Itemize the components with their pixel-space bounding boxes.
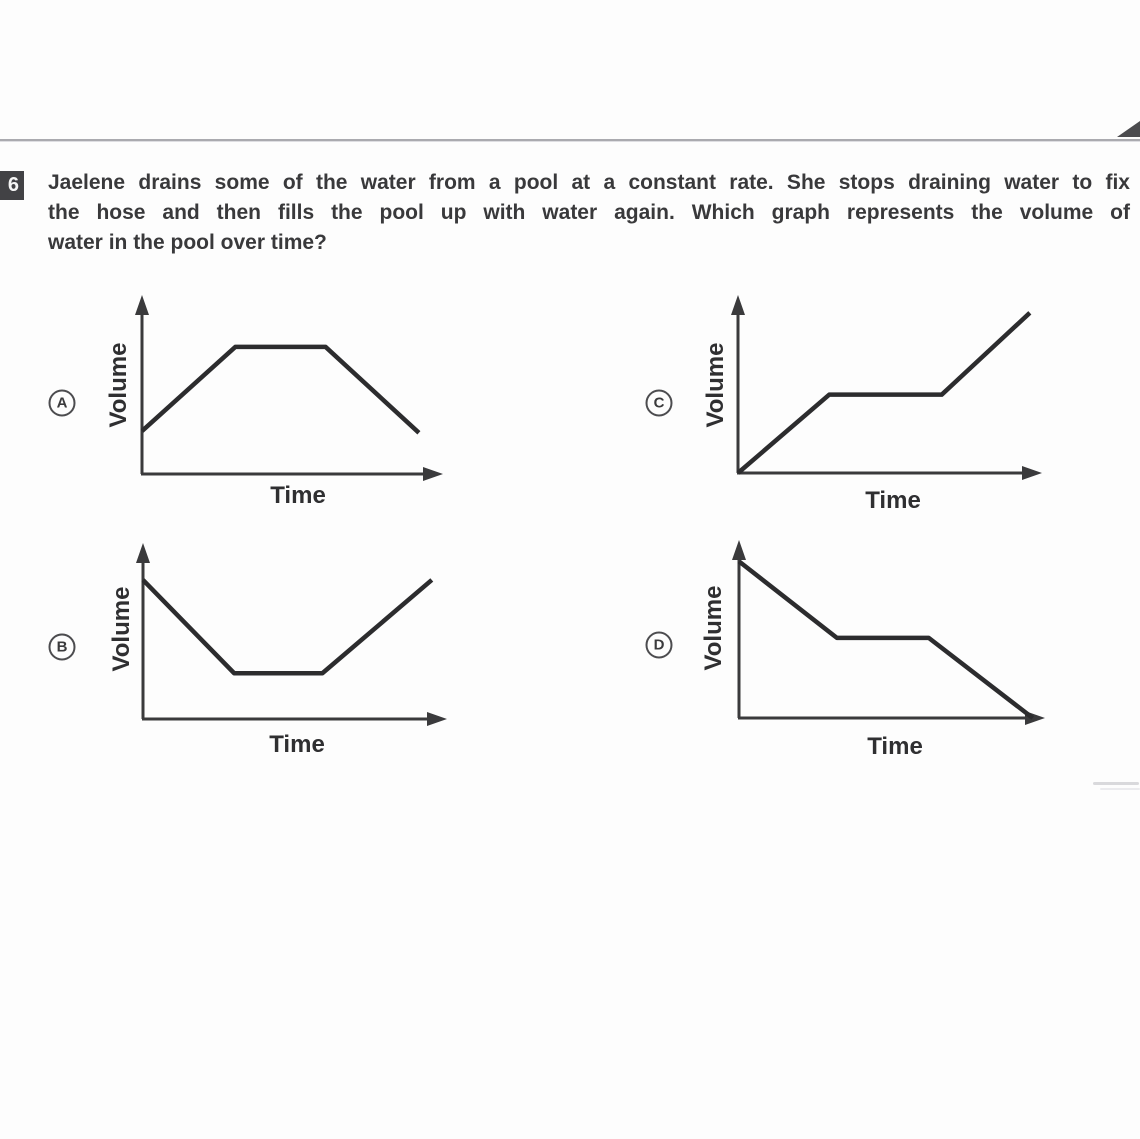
graph-b-x-axis-arrow [427, 712, 447, 726]
option-b-badge[interactable]: B [48, 633, 76, 661]
graph-b-curve [141, 578, 434, 676]
graph-b-xlabel: Time [269, 731, 325, 758]
graph-b [136, 543, 447, 726]
question-line: water in the pool over time? [48, 231, 327, 254]
graph-d-y-axis-arrow [732, 540, 746, 560]
graph-d-ylabel: Volume [700, 585, 727, 671]
option-d-badge[interactable]: D [645, 631, 673, 659]
graph-c-ylabel: Volume [702, 342, 729, 428]
question-line: Jaelene drains some of the water from a … [48, 171, 1130, 194]
graph-a-x-axis-arrow [423, 467, 443, 481]
graph-a-ylabel: Volume [105, 342, 132, 428]
option-c-badge[interactable]: C [645, 389, 673, 417]
graph-c-curve [736, 311, 1032, 475]
graph-d [732, 540, 1045, 725]
graph-a-y-axis-arrow [135, 295, 149, 315]
question-line: the hose and then fills the pool up with… [48, 201, 1130, 224]
graph-a-curve [140, 344, 421, 435]
graph-c-x-axis-arrow [1022, 466, 1042, 480]
scan-smudge [1093, 782, 1139, 785]
graph-c-xlabel: Time [865, 487, 921, 514]
graph-a-xlabel: Time [270, 482, 326, 509]
graph-d-curve [737, 559, 1035, 720]
question-number-badge: 6 [0, 171, 24, 200]
graph-c [731, 295, 1042, 480]
graph-b-y-axis-arrow [136, 543, 150, 563]
graph-d-xlabel: Time [867, 733, 923, 760]
graph-a [135, 295, 443, 481]
option-a-badge[interactable]: A [48, 389, 76, 417]
graph-b-ylabel: Volume [108, 586, 135, 672]
scan-smudge [1100, 788, 1140, 790]
question-text: Jaelene drains some of the water from a … [48, 168, 1130, 258]
page-divider-rule [0, 139, 1140, 141]
page-divider-shadow [0, 141, 1140, 142]
graph-c-y-axis-arrow [731, 295, 745, 315]
